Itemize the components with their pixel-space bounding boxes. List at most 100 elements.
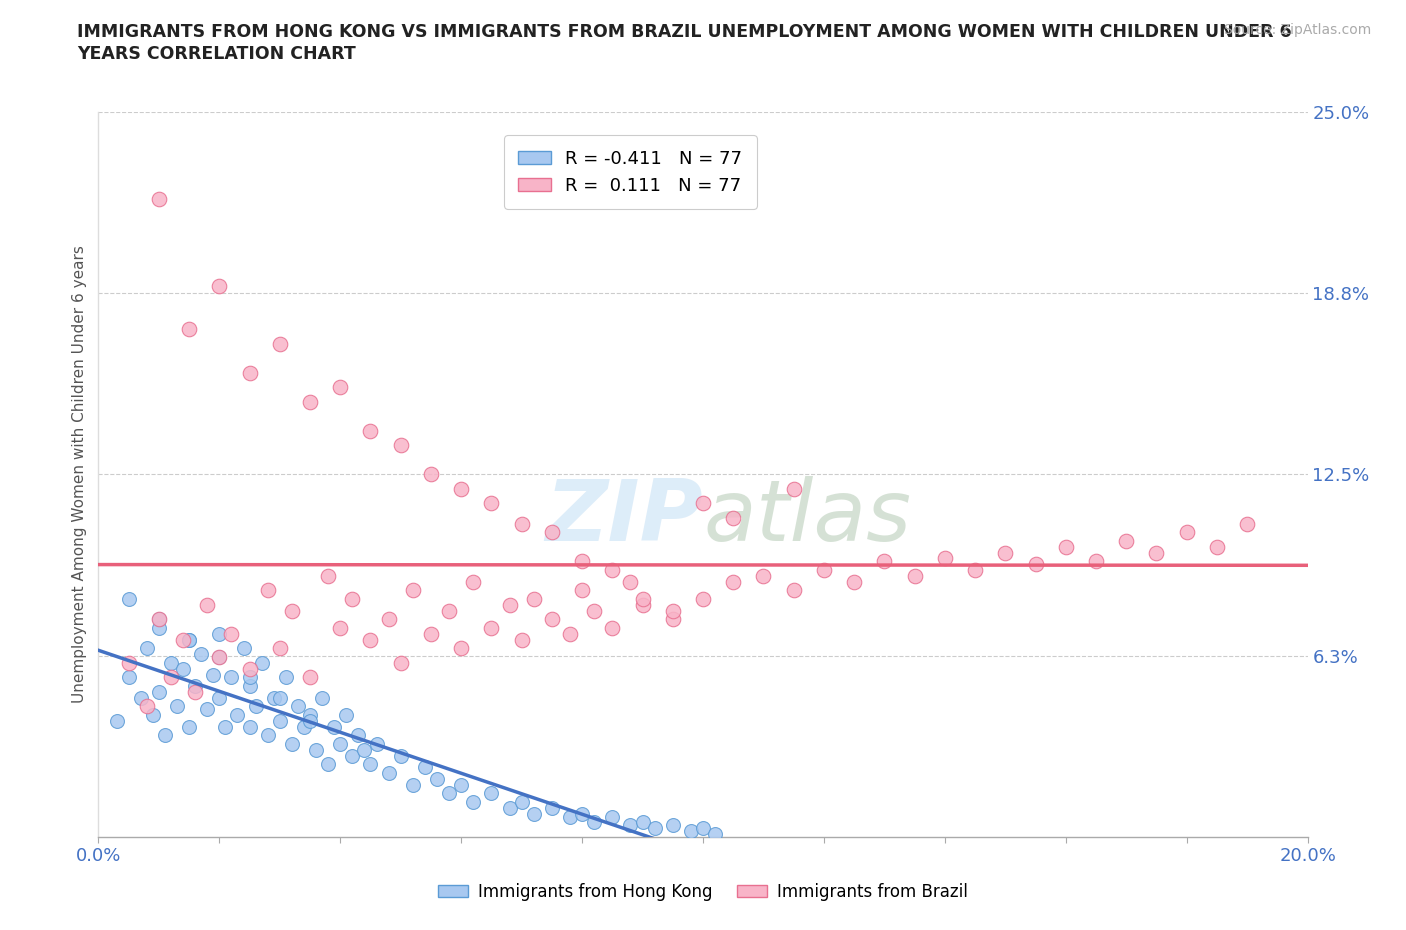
- Point: [184, 679, 207, 694]
- Point: [661, 612, 683, 627]
- Point: [142, 708, 165, 723]
- Point: [245, 699, 267, 714]
- Point: [813, 563, 835, 578]
- Point: [239, 670, 262, 684]
- Point: [783, 482, 806, 497]
- Point: [360, 757, 382, 772]
- Point: [269, 641, 291, 656]
- Point: [179, 632, 201, 647]
- Point: [602, 620, 624, 635]
- Y-axis label: Unemployment Among Women with Children Under 6 years: Unemployment Among Women with Children U…: [72, 246, 87, 703]
- Legend: Immigrants from Hong Kong, Immigrants from Brazil: Immigrants from Hong Kong, Immigrants fr…: [432, 876, 974, 908]
- Point: [342, 749, 364, 764]
- Point: [329, 379, 352, 394]
- Point: [299, 394, 322, 409]
- Point: [299, 670, 322, 684]
- Point: [498, 801, 520, 816]
- Point: [184, 684, 207, 699]
- Point: [389, 656, 412, 671]
- Point: [420, 467, 443, 482]
- Point: [208, 627, 231, 642]
- Text: IMMIGRANTS FROM HONG KONG VS IMMIGRANTS FROM BRAZIL UNEMPLOYMENT AMONG WOMEN WIT: IMMIGRANTS FROM HONG KONG VS IMMIGRANTS …: [77, 23, 1292, 41]
- Point: [463, 574, 485, 589]
- Point: [335, 708, 357, 723]
- Point: [523, 806, 546, 821]
- Point: [661, 818, 683, 833]
- Point: [274, 670, 297, 684]
- Point: [256, 728, 278, 743]
- Point: [583, 815, 606, 830]
- Point: [389, 438, 412, 453]
- Point: [540, 801, 562, 816]
- Point: [221, 627, 243, 642]
- Point: [221, 670, 243, 684]
- Text: ZIP: ZIP: [546, 476, 703, 559]
- Text: atlas: atlas: [703, 476, 911, 559]
- Point: [420, 627, 443, 642]
- Point: [481, 786, 503, 801]
- Point: [583, 604, 606, 618]
- Point: [316, 568, 339, 583]
- Text: Source: ZipAtlas.com: Source: ZipAtlas.com: [1223, 23, 1371, 37]
- Point: [256, 583, 278, 598]
- Point: [619, 818, 641, 833]
- Point: [450, 641, 472, 656]
- Point: [540, 612, 562, 627]
- Point: [631, 815, 654, 830]
- Point: [360, 632, 382, 647]
- Point: [179, 719, 201, 734]
- Point: [631, 597, 654, 612]
- Point: [510, 516, 533, 531]
- Point: [752, 568, 775, 583]
- Point: [783, 583, 806, 598]
- Legend: R = -0.411   N = 77, R =  0.111   N = 77: R = -0.411 N = 77, R = 0.111 N = 77: [503, 135, 756, 209]
- Point: [287, 699, 309, 714]
- Point: [437, 786, 460, 801]
- Point: [129, 690, 152, 705]
- Point: [377, 765, 399, 780]
- Point: [377, 612, 399, 627]
- Point: [153, 728, 176, 743]
- Point: [316, 757, 339, 772]
- Point: [510, 632, 533, 647]
- Point: [281, 737, 304, 751]
- Point: [239, 719, 262, 734]
- Point: [208, 650, 231, 665]
- Point: [135, 641, 157, 656]
- Point: [323, 719, 346, 734]
- Point: [450, 777, 472, 792]
- Point: [172, 661, 194, 676]
- Point: [179, 632, 201, 647]
- Point: [179, 322, 201, 337]
- Point: [366, 737, 388, 751]
- Point: [1144, 545, 1167, 560]
- Point: [166, 699, 188, 714]
- Point: [994, 545, 1017, 560]
- Point: [602, 563, 624, 578]
- Point: [208, 278, 231, 293]
- Point: [208, 690, 231, 705]
- Point: [239, 679, 262, 694]
- Point: [644, 821, 666, 836]
- Point: [571, 554, 593, 569]
- Point: [190, 646, 212, 661]
- Point: [402, 777, 425, 792]
- Point: [426, 772, 449, 787]
- Point: [202, 667, 225, 682]
- Point: [723, 511, 745, 525]
- Point: [498, 597, 520, 612]
- Point: [437, 604, 460, 618]
- Text: YEARS CORRELATION CHART: YEARS CORRELATION CHART: [77, 45, 356, 62]
- Point: [281, 604, 304, 618]
- Point: [1024, 557, 1046, 572]
- Point: [481, 620, 503, 635]
- Point: [873, 554, 896, 569]
- Point: [329, 620, 352, 635]
- Point: [523, 591, 546, 606]
- Point: [1206, 539, 1229, 554]
- Point: [299, 708, 322, 723]
- Point: [481, 496, 503, 511]
- Point: [1054, 539, 1077, 554]
- Point: [619, 574, 641, 589]
- Point: [148, 684, 170, 699]
